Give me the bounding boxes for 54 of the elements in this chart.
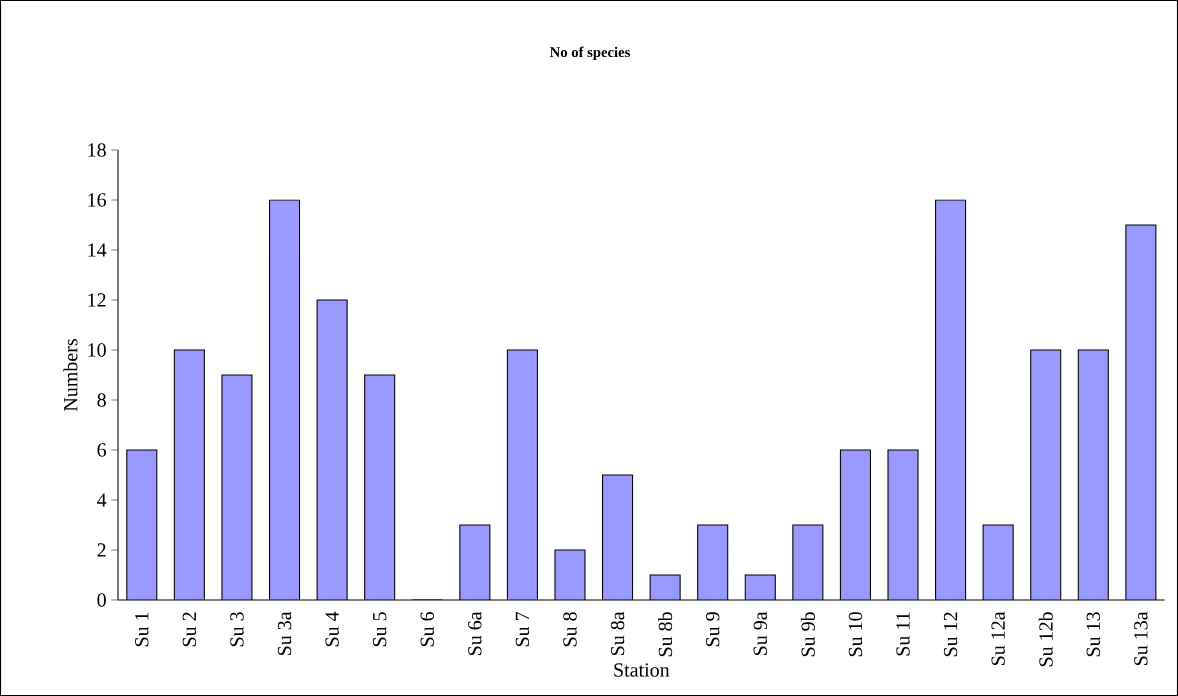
- y-tick-label: 12: [88, 293, 106, 307]
- bar: [174, 349, 205, 600]
- y-tick-label: 2: [97, 543, 106, 557]
- bar: [1078, 349, 1109, 600]
- y-tick-label: 8: [97, 393, 106, 407]
- bar: [364, 374, 395, 600]
- x-tick-label: Su 13: [1086, 612, 1101, 657]
- x-tick-label: Su 2: [182, 612, 197, 647]
- x-tick-label: Su 4: [325, 611, 339, 647]
- bar: [317, 299, 348, 600]
- bar: [507, 349, 538, 600]
- bar: [840, 449, 871, 600]
- bar: [126, 449, 157, 600]
- bar: [602, 474, 633, 600]
- bar: [221, 374, 252, 600]
- x-tick-label: Su 7: [515, 611, 530, 647]
- x-tick-label: Su 9b: [800, 612, 815, 657]
- x-tick-label: Su 3a: [277, 611, 292, 656]
- x-tick-label: Su 10: [848, 612, 863, 657]
- x-tick-label: Su 13a: [1134, 611, 1148, 666]
- x-tick-label: Su 11: [896, 612, 910, 656]
- bar: [459, 524, 490, 600]
- bar: [888, 449, 918, 600]
- x-tick-label: Su 6: [420, 611, 434, 647]
- x-axis-title: Station: [614, 663, 670, 677]
- y-tick-label: 0: [97, 593, 106, 607]
- x-tick-label: Su 5: [372, 612, 387, 647]
- x-tick-label: Su 12b: [1038, 612, 1053, 667]
- bar: [697, 524, 728, 600]
- y-tick-label: 18: [88, 143, 106, 157]
- x-tick-label: Su 9a: [753, 611, 767, 656]
- bar: [1125, 224, 1157, 600]
- x-tick-label: Su 8a: [610, 611, 625, 656]
- chart-title: No of species: [549, 46, 630, 61]
- x-tick-label: Su 3: [230, 612, 244, 647]
- x-tick-label: Su 6a: [468, 611, 482, 656]
- y-tick-label: 6: [97, 443, 107, 457]
- y-tick-label: 4: [97, 493, 107, 507]
- bar: [269, 199, 300, 600]
- x-tick-label: Su 1: [135, 612, 149, 647]
- x-tick-label: Su 12a: [991, 611, 1005, 666]
- x-tick-label: Su 8: [563, 612, 577, 647]
- x-tick-label: Su 8b: [658, 612, 673, 657]
- x-tick-label: Su 12: [943, 612, 958, 657]
- y-tick-label: 10: [88, 343, 106, 357]
- y-axis-title: Numbers: [63, 339, 78, 412]
- x-tick-label: Su 9: [705, 612, 720, 647]
- bar: [554, 549, 585, 600]
- y-tick-label: 14: [88, 243, 107, 257]
- y-tick-label: 16: [88, 193, 107, 207]
- bar: [792, 524, 823, 600]
- bar: [1030, 349, 1061, 600]
- bar: [935, 199, 966, 600]
- bar: [983, 524, 1014, 600]
